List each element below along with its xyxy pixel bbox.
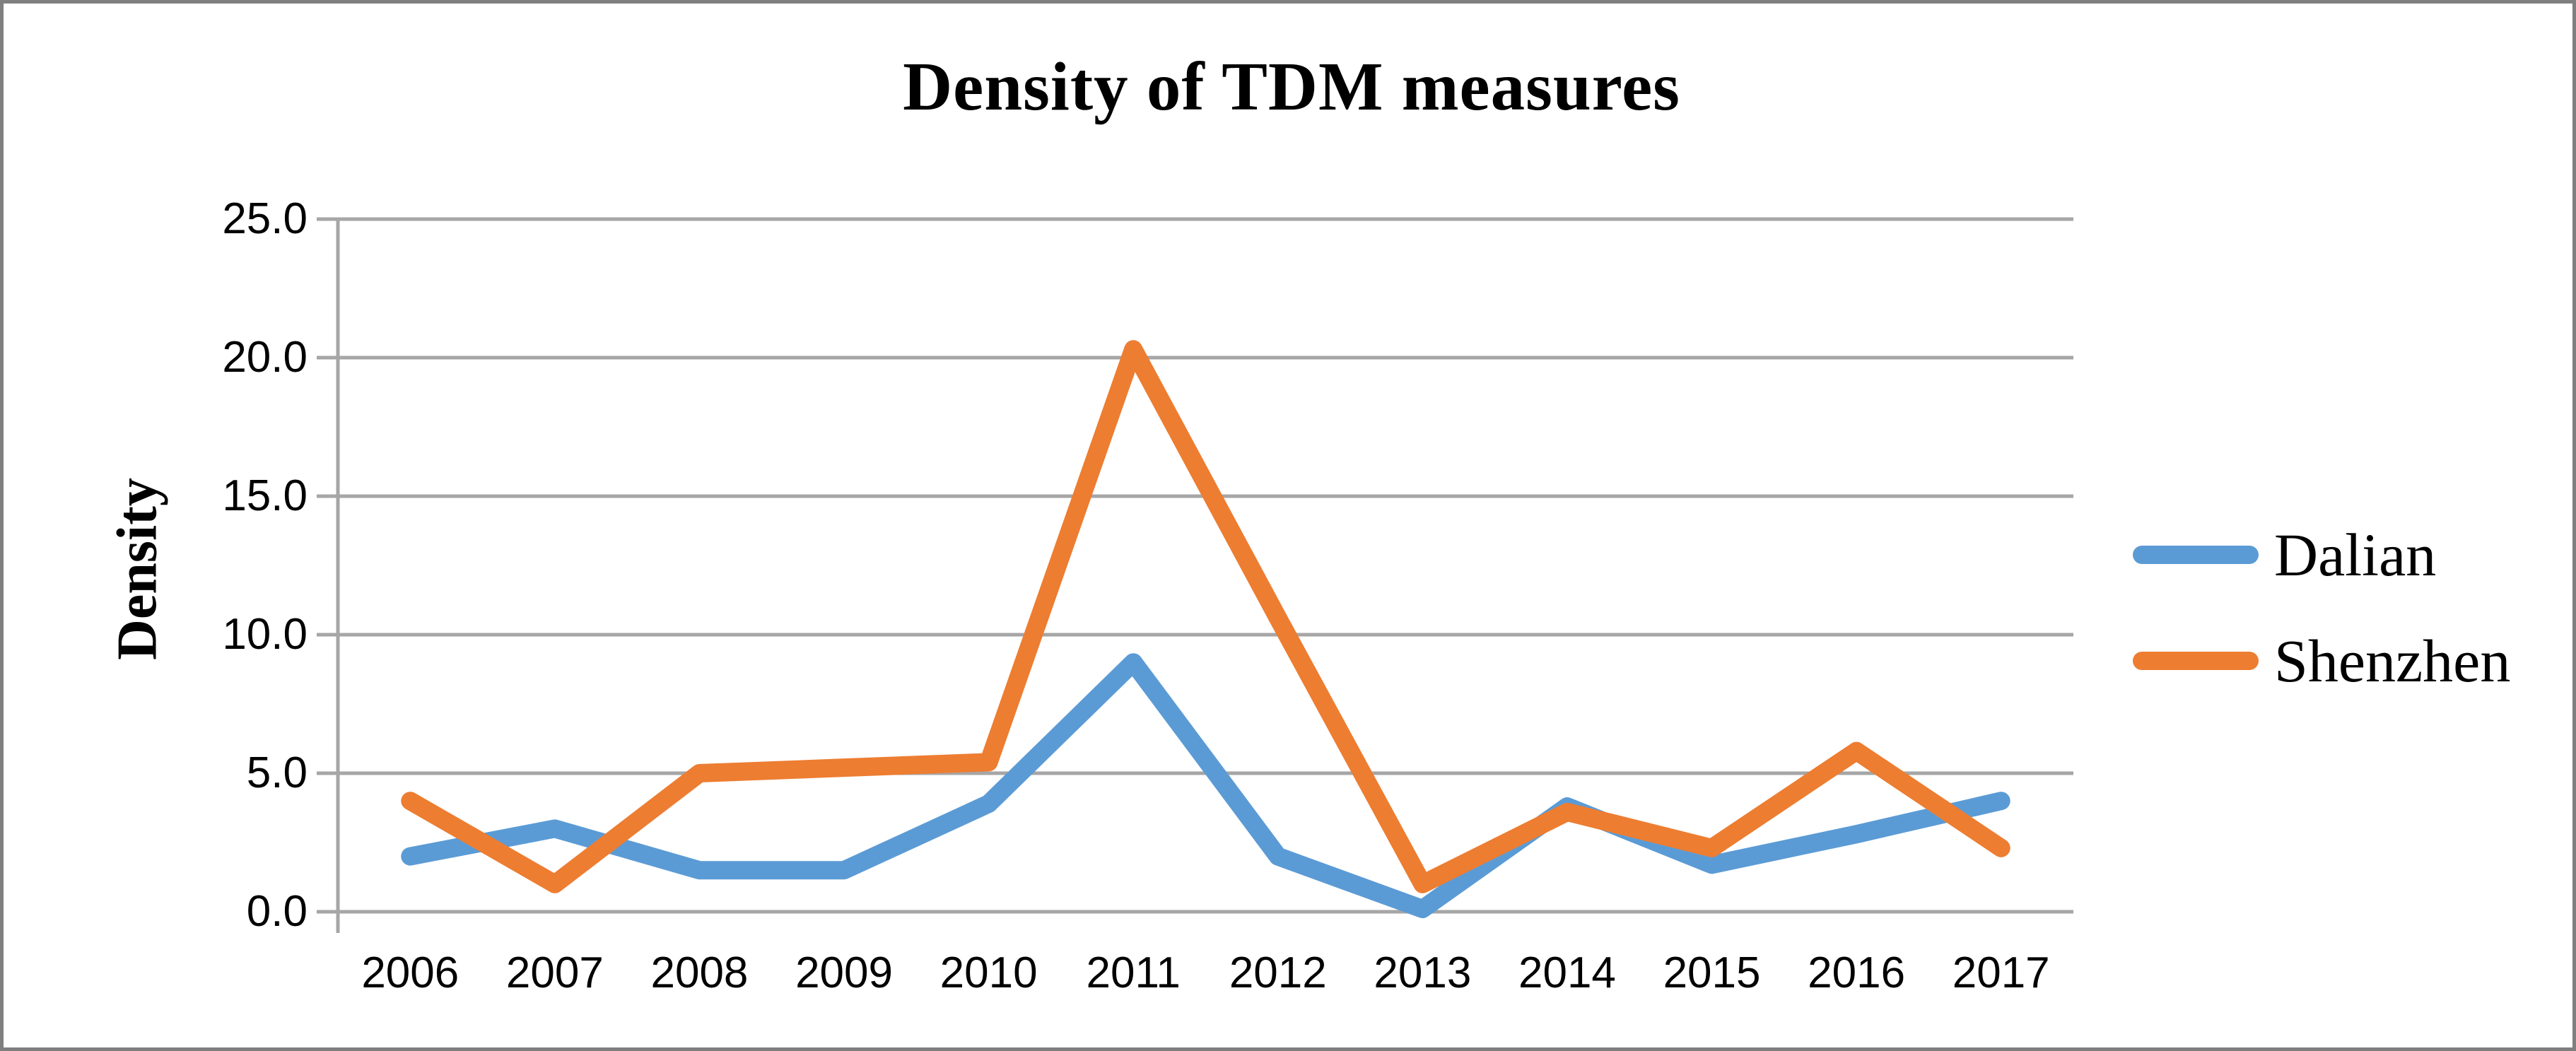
y-tick-label-5.0: 5.0 — [246, 748, 308, 797]
line-chart-canvas — [317, 217, 2073, 933]
y-tick-label-25.0: 25.0 — [222, 194, 308, 243]
y-tick-label-15.0: 15.0 — [222, 471, 308, 520]
x-tick-label-2008: 2008 — [650, 949, 749, 997]
y-tick-label-10.0: 10.0 — [222, 610, 308, 659]
x-tick-label-2013: 2013 — [1374, 949, 1472, 997]
x-tick-label-2016: 2016 — [1808, 949, 1906, 997]
dalian-line-swatch — [2133, 546, 2259, 564]
x-tick-label-2006: 2006 — [361, 949, 459, 997]
legend-label-shenzhen: Shenzhen — [2274, 627, 2511, 695]
series-line-dalian — [401, 653, 2010, 919]
series-line-shenzhen — [401, 340, 2010, 893]
y-tick-label-0.0: 0.0 — [246, 887, 308, 936]
chart-title: Density of TDM measures — [903, 49, 1680, 124]
x-tick-label-2015: 2015 — [1663, 949, 1761, 997]
legend-label-dalian: Dalian — [2274, 521, 2437, 589]
x-tick-label-2010: 2010 — [939, 949, 1038, 997]
y-tick-label-20.0: 20.0 — [222, 333, 308, 382]
x-tick-label-2007: 2007 — [505, 949, 604, 997]
x-tick-label-2014: 2014 — [1518, 949, 1616, 997]
x-tick-label-2012: 2012 — [1229, 949, 1327, 997]
x-tick-label-2011: 2011 — [1086, 949, 1181, 997]
x-tick-label-2017: 2017 — [1952, 949, 2050, 997]
x-tick-label-2009: 2009 — [795, 949, 893, 997]
shenzhen-line-swatch — [2133, 652, 2259, 670]
